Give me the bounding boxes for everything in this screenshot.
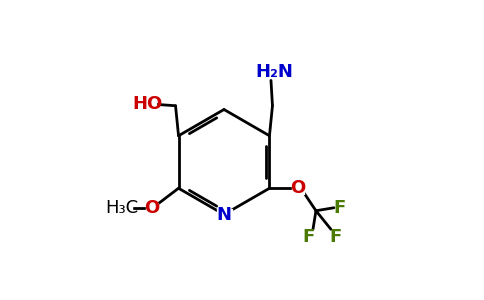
Bar: [216, 208, 231, 220]
Text: N: N: [216, 206, 231, 224]
Text: O: O: [290, 179, 305, 197]
Text: H₂N: H₂N: [256, 63, 293, 81]
Bar: [146, 202, 157, 213]
Bar: [292, 183, 304, 194]
Text: HO: HO: [132, 95, 162, 113]
Bar: [260, 67, 287, 78]
Text: F: F: [329, 228, 342, 246]
Text: H₃C: H₃C: [105, 199, 138, 217]
Bar: [138, 98, 156, 110]
Text: O: O: [144, 199, 159, 217]
Text: F: F: [302, 228, 315, 246]
Text: F: F: [334, 199, 346, 217]
Bar: [111, 202, 132, 214]
